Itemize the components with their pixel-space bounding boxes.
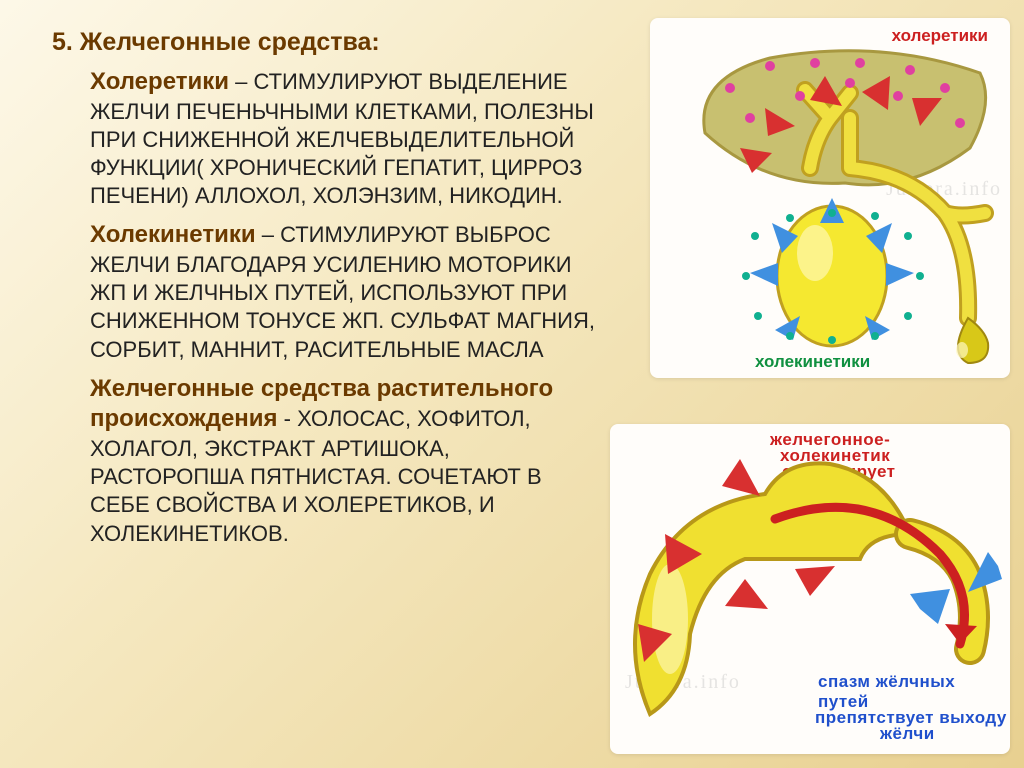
liver-svg [650, 18, 1010, 378]
diagram-cholekinetic-action: желчегонное- холекинетик стимулирует выб… [610, 424, 1010, 754]
drop-hl [956, 342, 968, 358]
term: Холекинетики [90, 221, 256, 248]
gb-hl [652, 564, 688, 674]
diagram-column: холеретики холекинетики JuXera.info [610, 0, 1024, 768]
text-column: 5. Желчегонные средства: Холеретики – ст… [0, 0, 610, 768]
gallbladder-hl [797, 225, 833, 281]
paragraph-cholekinetics: Холекинетики – стимулируют выброс желчи … [52, 220, 600, 363]
slide-title: 5. Желчегонные средства: [52, 28, 600, 57]
diagram-liver-gallbladder: холеретики холекинетики JuXera.info [650, 18, 1010, 378]
d2-svg [610, 424, 1010, 754]
paragraph-choleretics: Холеретики – стимулируют выделение желчи… [52, 67, 600, 210]
paragraph-herbal: Желчегонные средства растительного проис… [52, 374, 600, 548]
term: Холеретики [90, 68, 229, 95]
